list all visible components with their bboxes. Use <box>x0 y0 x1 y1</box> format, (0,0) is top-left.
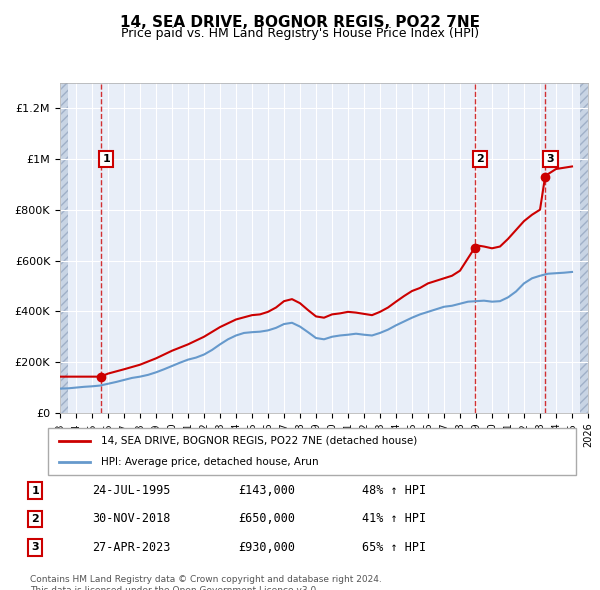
Text: 14, SEA DRIVE, BOGNOR REGIS, PO22 7NE (detached house): 14, SEA DRIVE, BOGNOR REGIS, PO22 7NE (d… <box>101 436 417 446</box>
Bar <box>60 83 68 413</box>
Text: £650,000: £650,000 <box>238 513 295 526</box>
FancyBboxPatch shape <box>48 428 576 475</box>
Text: 1: 1 <box>103 154 110 164</box>
Bar <box>580 83 596 413</box>
Text: HPI: Average price, detached house, Arun: HPI: Average price, detached house, Arun <box>101 457 319 467</box>
Text: 48% ↑ HPI: 48% ↑ HPI <box>362 484 427 497</box>
Text: 41% ↑ HPI: 41% ↑ HPI <box>362 513 427 526</box>
Text: 2: 2 <box>476 154 484 164</box>
Text: 30-NOV-2018: 30-NOV-2018 <box>92 513 170 526</box>
Text: 3: 3 <box>547 154 554 164</box>
Text: 27-APR-2023: 27-APR-2023 <box>92 540 170 553</box>
Text: 14, SEA DRIVE, BOGNOR REGIS, PO22 7NE: 14, SEA DRIVE, BOGNOR REGIS, PO22 7NE <box>120 15 480 30</box>
Text: Contains HM Land Registry data © Crown copyright and database right 2024.
This d: Contains HM Land Registry data © Crown c… <box>30 575 382 590</box>
Text: 1: 1 <box>31 486 39 496</box>
Text: 2: 2 <box>31 514 39 524</box>
Text: £143,000: £143,000 <box>238 484 295 497</box>
Text: 65% ↑ HPI: 65% ↑ HPI <box>362 540 427 553</box>
Text: 3: 3 <box>31 542 39 552</box>
Text: £930,000: £930,000 <box>238 540 295 553</box>
Text: 24-JUL-1995: 24-JUL-1995 <box>92 484 170 497</box>
Text: Price paid vs. HM Land Registry's House Price Index (HPI): Price paid vs. HM Land Registry's House … <box>121 27 479 40</box>
